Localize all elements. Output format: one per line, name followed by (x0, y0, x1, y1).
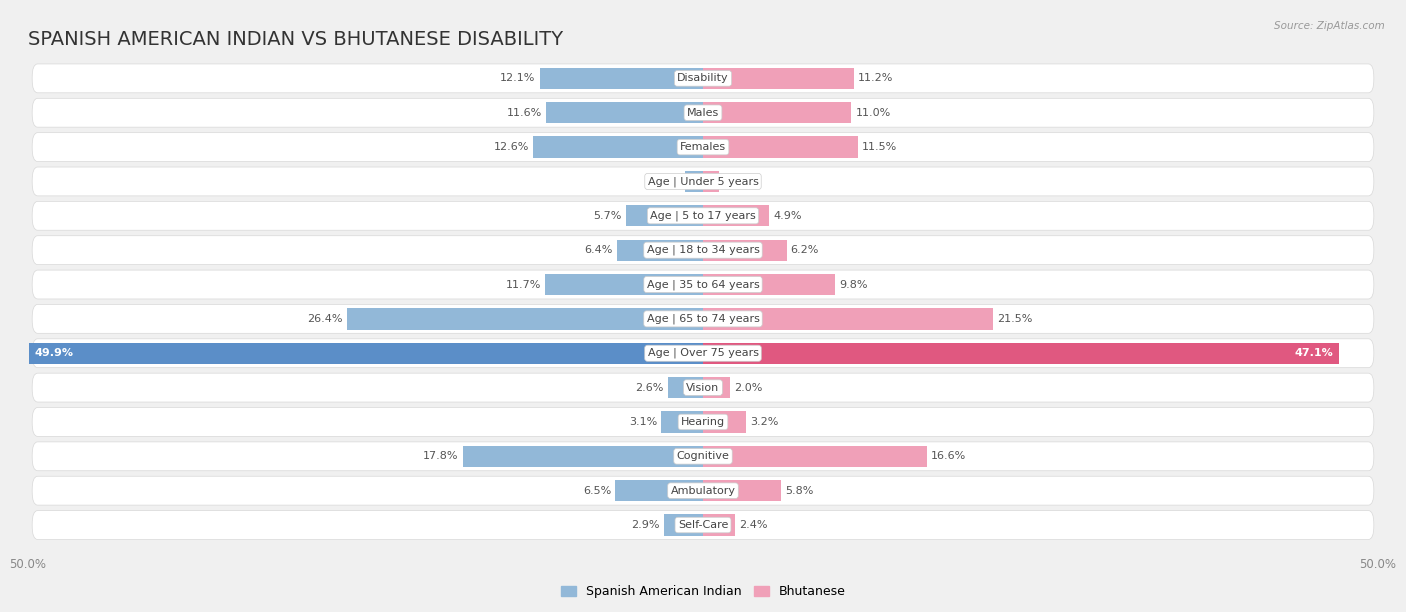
Bar (703, 446, 927, 467)
Text: Age | Under 5 years: Age | Under 5 years (648, 176, 758, 187)
Text: 5.8%: 5.8% (786, 486, 814, 496)
Text: Source: ZipAtlas.com: Source: ZipAtlas.com (1274, 21, 1385, 31)
Text: Self-Care: Self-Care (678, 520, 728, 530)
Text: Disability: Disability (678, 73, 728, 83)
Bar (703, 102, 852, 124)
Bar (616, 480, 703, 501)
Bar (703, 171, 720, 192)
Bar (546, 274, 703, 295)
Bar (661, 411, 703, 433)
Bar (703, 377, 730, 398)
Legend: Spanish American Indian, Bhutanese: Spanish American Indian, Bhutanese (555, 580, 851, 603)
Text: 5.7%: 5.7% (593, 211, 621, 221)
Text: 12.6%: 12.6% (494, 142, 529, 152)
FancyBboxPatch shape (32, 201, 1374, 230)
Text: Vision: Vision (686, 382, 720, 393)
Bar (703, 239, 787, 261)
Text: 6.2%: 6.2% (790, 245, 820, 255)
Text: 6.5%: 6.5% (583, 486, 612, 496)
FancyBboxPatch shape (32, 510, 1374, 539)
Bar (540, 68, 703, 89)
FancyBboxPatch shape (32, 99, 1374, 127)
Text: Hearing: Hearing (681, 417, 725, 427)
Text: 2.4%: 2.4% (740, 520, 768, 530)
Bar (703, 480, 782, 501)
FancyBboxPatch shape (32, 133, 1374, 162)
Text: 1.2%: 1.2% (723, 176, 752, 187)
Text: Age | 18 to 34 years: Age | 18 to 34 years (647, 245, 759, 255)
Text: Age | 35 to 64 years: Age | 35 to 64 years (647, 279, 759, 289)
Bar (686, 171, 703, 192)
FancyBboxPatch shape (32, 339, 1374, 368)
Text: 1.3%: 1.3% (654, 176, 682, 187)
Bar (703, 274, 835, 295)
FancyBboxPatch shape (32, 236, 1374, 264)
FancyBboxPatch shape (32, 476, 1374, 505)
FancyBboxPatch shape (32, 167, 1374, 196)
Bar (533, 136, 703, 158)
FancyBboxPatch shape (32, 270, 1374, 299)
Text: Males: Males (688, 108, 718, 118)
FancyBboxPatch shape (32, 408, 1374, 436)
Text: 11.6%: 11.6% (508, 108, 543, 118)
FancyBboxPatch shape (32, 373, 1374, 402)
Bar (703, 205, 769, 226)
Text: 17.8%: 17.8% (423, 451, 458, 461)
Bar (347, 308, 703, 329)
Text: Females: Females (681, 142, 725, 152)
Text: 21.5%: 21.5% (997, 314, 1032, 324)
FancyBboxPatch shape (32, 442, 1374, 471)
Text: Age | Over 75 years: Age | Over 75 years (648, 348, 758, 359)
Bar (617, 239, 703, 261)
Bar (703, 308, 993, 329)
Bar (626, 205, 703, 226)
Bar (664, 514, 703, 536)
FancyBboxPatch shape (32, 64, 1374, 93)
Text: 2.9%: 2.9% (631, 520, 659, 530)
Text: 3.2%: 3.2% (751, 417, 779, 427)
Bar (703, 136, 858, 158)
Text: 2.6%: 2.6% (636, 382, 664, 393)
Text: SPANISH AMERICAN INDIAN VS BHUTANESE DISABILITY: SPANISH AMERICAN INDIAN VS BHUTANESE DIS… (28, 29, 564, 48)
FancyBboxPatch shape (32, 304, 1374, 334)
Text: 3.1%: 3.1% (628, 417, 657, 427)
Text: Ambulatory: Ambulatory (671, 486, 735, 496)
Bar (547, 102, 703, 124)
Text: 9.8%: 9.8% (839, 280, 868, 289)
Text: Cognitive: Cognitive (676, 451, 730, 461)
Text: Age | 65 to 74 years: Age | 65 to 74 years (647, 313, 759, 324)
Bar (30, 343, 703, 364)
Text: 2.0%: 2.0% (734, 382, 762, 393)
Text: 11.2%: 11.2% (858, 73, 894, 83)
Text: 47.1%: 47.1% (1295, 348, 1333, 358)
Text: 16.6%: 16.6% (931, 451, 966, 461)
Bar (703, 343, 1339, 364)
Text: 11.5%: 11.5% (862, 142, 897, 152)
Text: Age | 5 to 17 years: Age | 5 to 17 years (650, 211, 756, 221)
Text: 49.9%: 49.9% (35, 348, 75, 358)
Text: 11.0%: 11.0% (855, 108, 891, 118)
Text: 12.1%: 12.1% (501, 73, 536, 83)
Bar (463, 446, 703, 467)
Bar (703, 514, 735, 536)
Text: 6.4%: 6.4% (583, 245, 613, 255)
Text: 4.9%: 4.9% (773, 211, 801, 221)
Text: 26.4%: 26.4% (307, 314, 343, 324)
Bar (668, 377, 703, 398)
Text: 11.7%: 11.7% (506, 280, 541, 289)
Bar (703, 411, 747, 433)
Bar (703, 68, 855, 89)
